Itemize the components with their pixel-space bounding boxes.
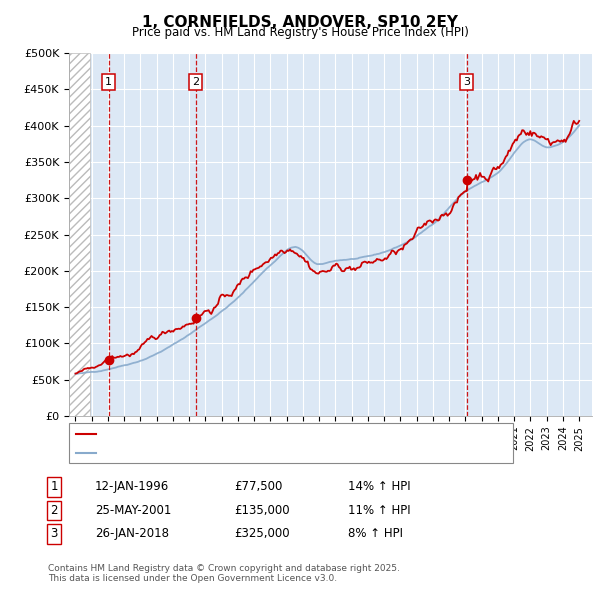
Text: 1, CORNFIELDS, ANDOVER, SP10 2EY (semi-detached house): 1, CORNFIELDS, ANDOVER, SP10 2EY (semi-d… — [100, 430, 417, 439]
Text: 3: 3 — [463, 77, 470, 87]
Text: 1: 1 — [105, 77, 112, 87]
Bar — [69, 53, 90, 416]
Text: Contains HM Land Registry data © Crown copyright and database right 2025.
This d: Contains HM Land Registry data © Crown c… — [48, 563, 400, 583]
Text: HPI: Average price, semi-detached house, Test Valley: HPI: Average price, semi-detached house,… — [100, 448, 377, 457]
Text: 11% ↑ HPI: 11% ↑ HPI — [348, 504, 410, 517]
Text: 26-JAN-2018: 26-JAN-2018 — [95, 527, 169, 540]
Text: 2: 2 — [192, 77, 199, 87]
Text: 8% ↑ HPI: 8% ↑ HPI — [348, 527, 403, 540]
Text: 12-JAN-1996: 12-JAN-1996 — [95, 480, 169, 493]
Text: £135,000: £135,000 — [234, 504, 290, 517]
Text: Price paid vs. HM Land Registry's House Price Index (HPI): Price paid vs. HM Land Registry's House … — [131, 26, 469, 39]
Text: £77,500: £77,500 — [234, 480, 283, 493]
Text: 1: 1 — [50, 480, 58, 493]
Text: 2: 2 — [50, 504, 58, 517]
Text: £325,000: £325,000 — [234, 527, 290, 540]
Text: 14% ↑ HPI: 14% ↑ HPI — [348, 480, 410, 493]
Text: 3: 3 — [50, 527, 58, 540]
Text: 1, CORNFIELDS, ANDOVER, SP10 2EY: 1, CORNFIELDS, ANDOVER, SP10 2EY — [142, 15, 458, 30]
Text: 25-MAY-2001: 25-MAY-2001 — [95, 504, 171, 517]
